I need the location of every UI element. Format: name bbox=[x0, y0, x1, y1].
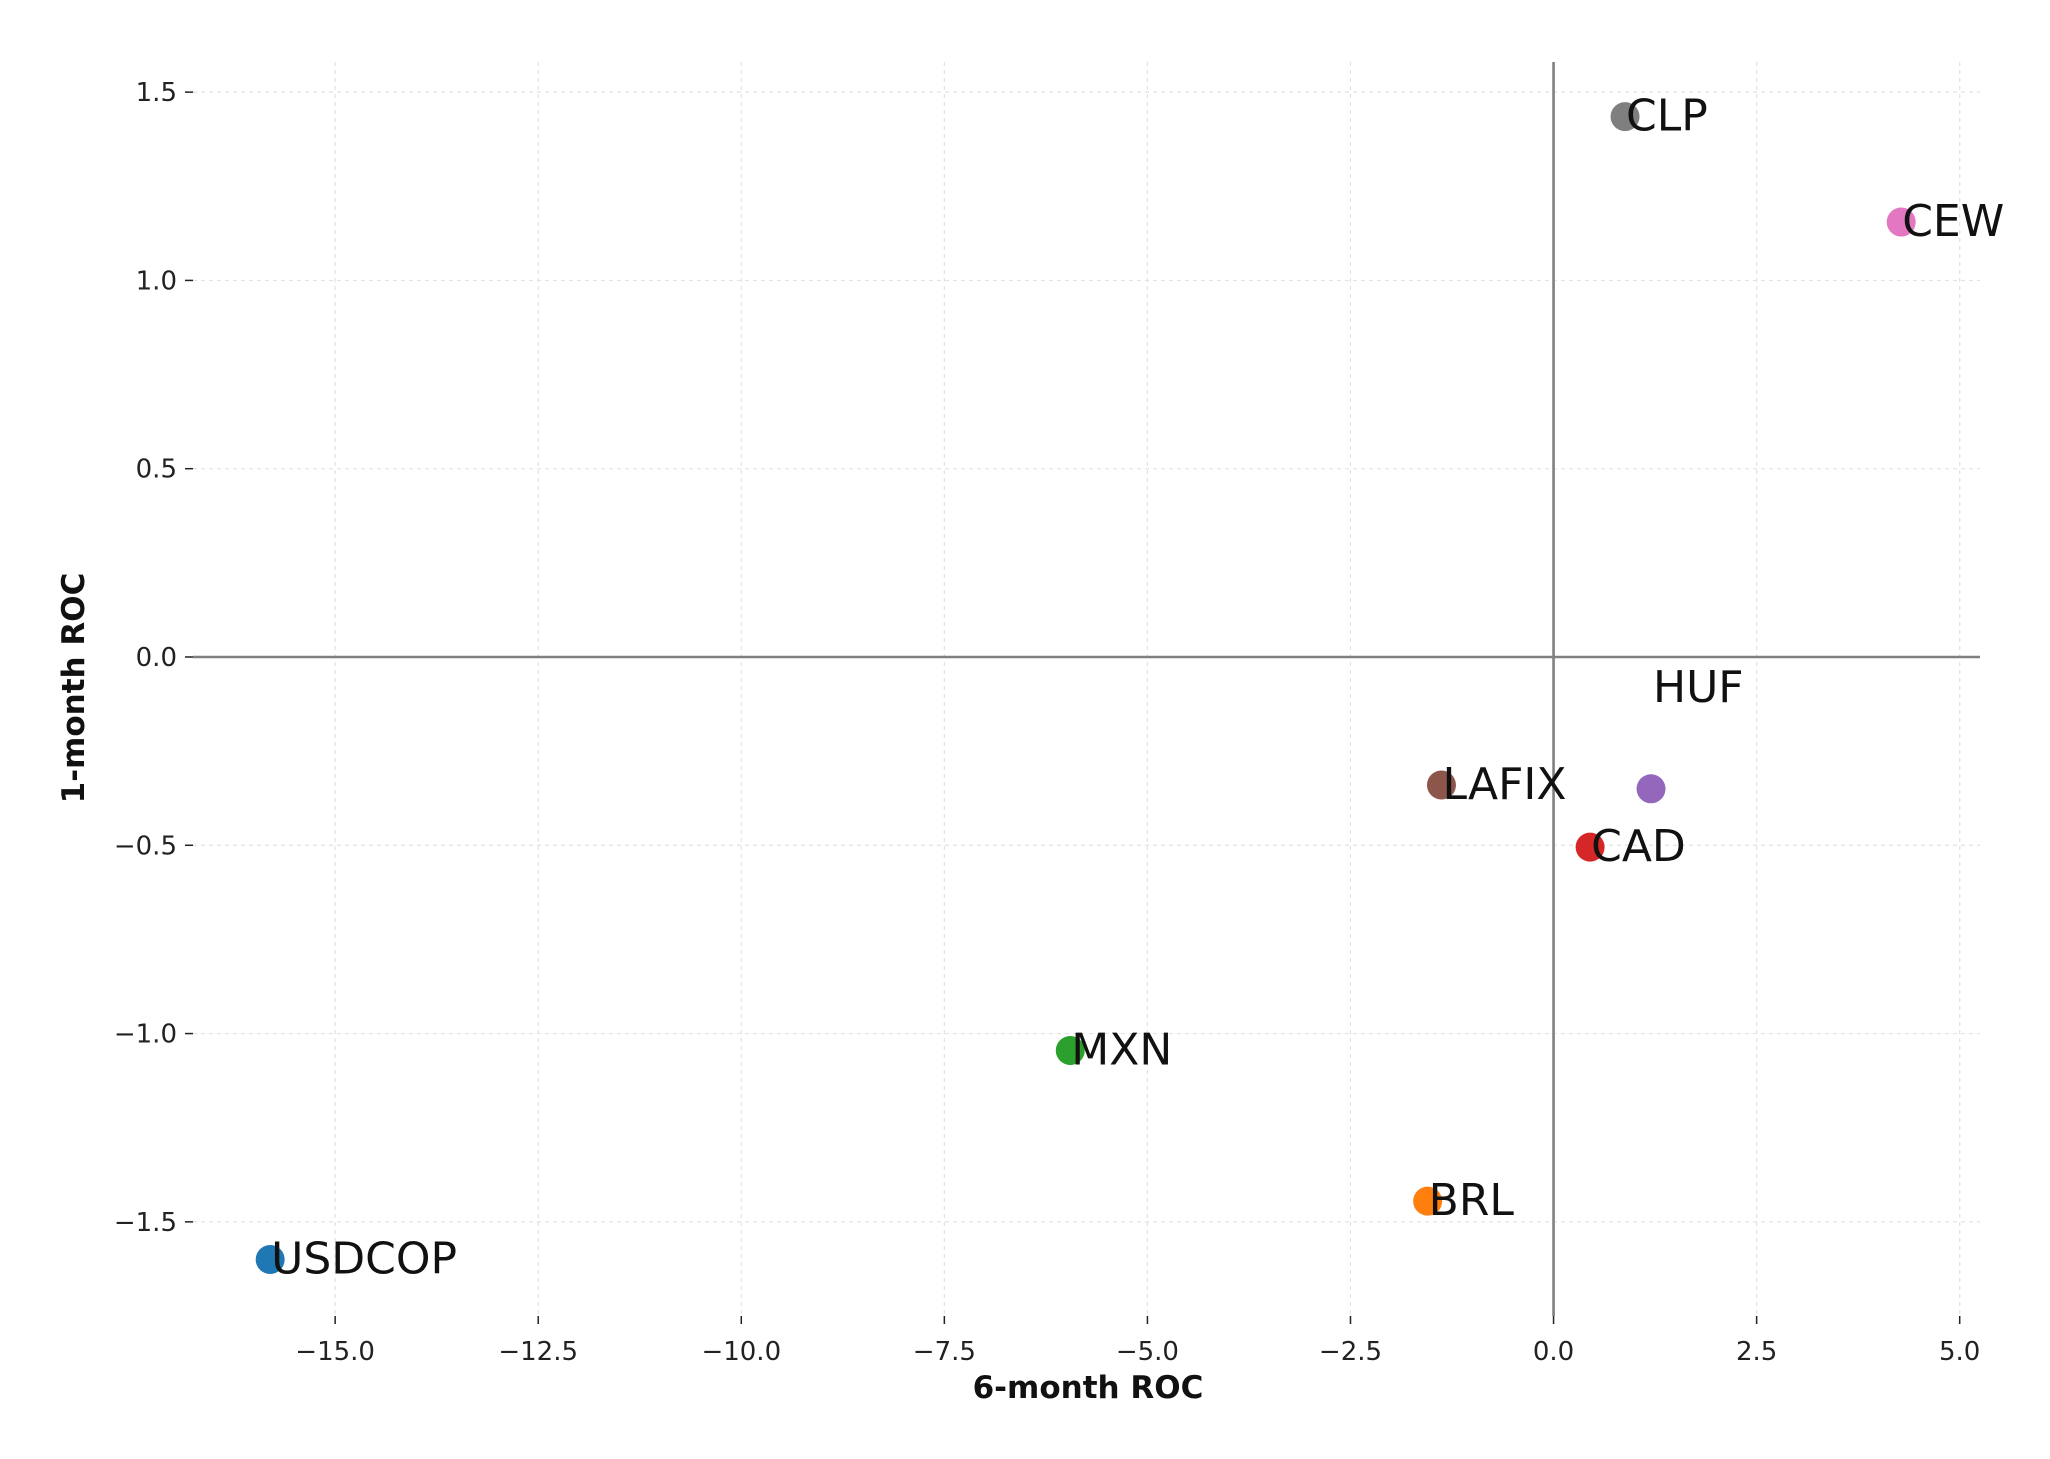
x-tick-label: −7.5 bbox=[913, 1337, 976, 1367]
y-tick-label: 1.5 bbox=[136, 78, 177, 108]
scatter-point-mxn bbox=[1055, 1036, 1085, 1066]
x-tick-label: 2.5 bbox=[1736, 1337, 1777, 1367]
scatter-point-lafix bbox=[1426, 770, 1456, 800]
scatter-point-huf bbox=[1636, 774, 1666, 804]
x-tick-label: −10.0 bbox=[701, 1337, 781, 1367]
data-points bbox=[255, 102, 1916, 1275]
y-tick-label: −1.0 bbox=[114, 1020, 177, 1050]
y-tick-label: 1.0 bbox=[136, 266, 177, 296]
x-tick-label: 0.0 bbox=[1533, 1337, 1574, 1367]
scatter-point-cew bbox=[1886, 207, 1916, 237]
scatter-point-clp bbox=[1610, 102, 1640, 132]
x-tick-label: −15.0 bbox=[295, 1337, 375, 1367]
x-tick-label: −12.5 bbox=[498, 1337, 578, 1367]
scatter-point-brl bbox=[1413, 1186, 1443, 1216]
y-tick-label: 0.5 bbox=[136, 455, 177, 485]
point-label-clp: CLP bbox=[1626, 91, 1708, 142]
x-tick-label: 5.0 bbox=[1939, 1337, 1980, 1367]
x-axis-ticks: −15.0 −12.5 −10.0 −7.5 −5.0 −2.5 0.0 2.5 5.0 bbox=[295, 1316, 1980, 1367]
scatter-point-cad bbox=[1575, 832, 1605, 862]
y-tick-label: 0.0 bbox=[136, 643, 177, 673]
y-axis-ticks: 1.5 1.0 0.5 0.0 −0.5 −1.0 −1.5 bbox=[114, 78, 193, 1238]
x-tick-label: −5.0 bbox=[1116, 1337, 1179, 1367]
y-axis-title: 1-month ROC bbox=[56, 573, 92, 804]
point-label-cew: CEW bbox=[1902, 196, 2004, 247]
point-label-mxn: MXN bbox=[1071, 1025, 1172, 1076]
point-label-usdcop: USDCOP bbox=[271, 1234, 457, 1285]
point-label-cad: CAD bbox=[1591, 821, 1686, 872]
point-label-lafix: LAFIX bbox=[1442, 759, 1566, 810]
point-label-huf: HUF bbox=[1653, 662, 1744, 713]
scatter-point-usdcop bbox=[255, 1245, 285, 1275]
y-tick-label: −0.5 bbox=[114, 831, 177, 861]
point-label-brl: BRL bbox=[1429, 1175, 1515, 1226]
y-tick-label: −1.5 bbox=[114, 1208, 177, 1238]
zero-reference-lines bbox=[193, 62, 1980, 1316]
point-labels: USDCOP BRL MXN CAD HUF LAFIX CEW CLP bbox=[271, 91, 2004, 1285]
x-axis-title: 6-month ROC bbox=[973, 1370, 1204, 1406]
x-tick-label: −2.5 bbox=[1319, 1337, 1382, 1367]
